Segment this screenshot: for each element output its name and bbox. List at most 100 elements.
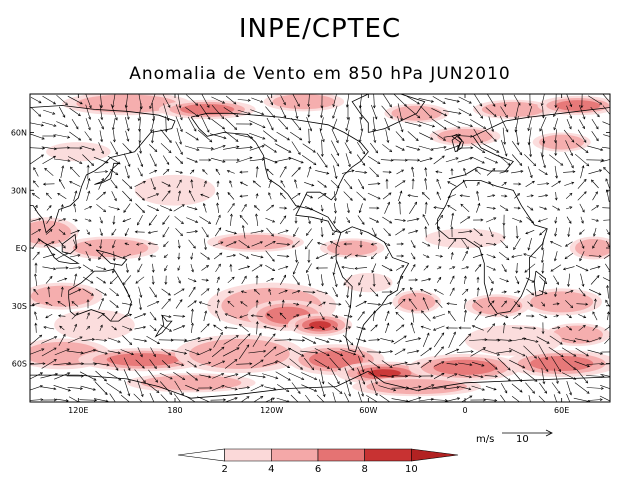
wind-vector	[216, 202, 220, 213]
wind-vector	[525, 382, 536, 394]
wind-vector	[264, 386, 277, 391]
wind-vector	[307, 94, 311, 108]
wind-vector	[175, 141, 183, 155]
lon-tick-label: 120E	[68, 406, 88, 415]
wind-vector	[177, 265, 181, 271]
wind-vector	[215, 263, 221, 273]
wind-vector	[314, 359, 330, 369]
wind-vector	[502, 94, 507, 108]
wind-vector	[578, 287, 586, 297]
wind-vector	[224, 386, 238, 391]
wind-vector	[95, 288, 107, 296]
wind-vector	[201, 265, 210, 271]
wind-vector	[300, 350, 319, 355]
wind-vector	[137, 153, 144, 168]
wind-vector	[332, 105, 338, 119]
wind-vector	[357, 311, 365, 321]
wind-vector	[135, 276, 145, 284]
wind-vector	[94, 349, 108, 355]
wind-vector	[474, 169, 481, 175]
wind-vector	[133, 338, 148, 343]
wind-vector	[252, 180, 261, 188]
wind-vector	[424, 225, 428, 238]
wind-vector	[501, 194, 508, 198]
wind-vector	[500, 239, 509, 249]
wind-vector	[162, 155, 170, 166]
wind-vector	[279, 206, 288, 210]
anomaly-shade	[54, 309, 135, 341]
wind-vector	[474, 264, 482, 272]
wind-vector	[463, 309, 467, 322]
wind-vector	[605, 189, 610, 202]
wind-vector	[502, 225, 506, 240]
wind-vector	[580, 216, 584, 224]
legend-level-label: 2	[221, 464, 227, 475]
wind-vector	[85, 251, 91, 262]
wind-vector	[264, 241, 276, 247]
wind-vector	[318, 301, 326, 307]
wind-vector	[199, 216, 212, 224]
wind-vector	[502, 127, 507, 145]
wind-vector	[406, 145, 421, 151]
wind-vector	[392, 361, 408, 366]
wind-vector	[163, 254, 168, 258]
wind-vector	[431, 108, 448, 117]
wind-vector	[473, 218, 484, 222]
wind-vector	[85, 118, 91, 131]
wind-vector	[60, 165, 65, 179]
wind-vector	[332, 118, 338, 130]
wind-vector	[578, 324, 586, 331]
wind-vector	[177, 190, 182, 202]
wind-vector	[539, 382, 548, 394]
wind-vector	[42, 386, 57, 391]
wind-vector	[316, 394, 325, 402]
wind-vector	[447, 194, 457, 199]
wind-vector	[346, 217, 350, 224]
wind-vector	[525, 180, 535, 188]
wind-vector	[222, 158, 240, 162]
wind-vector	[346, 203, 350, 214]
wind-vector	[159, 372, 173, 380]
wind-vector	[593, 227, 597, 237]
wind-vector	[371, 263, 377, 274]
wind-vector	[587, 398, 603, 402]
wind-vector	[211, 118, 226, 130]
wind-vector	[236, 362, 253, 366]
wind-vector	[190, 252, 194, 260]
wind-vector	[566, 206, 573, 210]
wind-vector	[398, 200, 402, 215]
wind-vector	[106, 382, 123, 394]
wind-vector	[369, 217, 380, 223]
wind-vector	[223, 107, 239, 117]
wind-vector	[79, 398, 98, 402]
wind-vector	[53, 385, 71, 392]
wind-vector	[111, 325, 117, 331]
wind-vector	[241, 275, 247, 284]
wind-vector	[121, 179, 133, 189]
wind-vector	[293, 324, 299, 332]
wind-vector	[433, 206, 445, 210]
wind-vector	[418, 145, 434, 151]
wind-vector	[356, 326, 367, 331]
anomaly-shade	[217, 234, 294, 250]
wind-vector	[372, 116, 376, 132]
wind-vector	[435, 214, 443, 225]
anomaly-shade	[555, 100, 601, 111]
wind-vector	[69, 131, 82, 141]
wind-vector	[97, 313, 105, 319]
wind-vector	[437, 225, 441, 238]
wind-vector	[488, 116, 494, 133]
wind-vector	[196, 146, 214, 150]
wind-vector	[249, 157, 265, 162]
wind-vector	[149, 286, 157, 298]
wind-vector	[476, 190, 480, 201]
wind-vector	[460, 203, 470, 213]
wind-vector	[100, 94, 103, 109]
wind-vector	[346, 104, 350, 121]
legend-swatch	[411, 448, 459, 462]
wind-vector	[406, 361, 421, 366]
wind-vector	[188, 239, 196, 249]
wind-vector	[575, 153, 590, 167]
wind-vector	[149, 169, 158, 174]
wind-vector	[462, 179, 467, 189]
